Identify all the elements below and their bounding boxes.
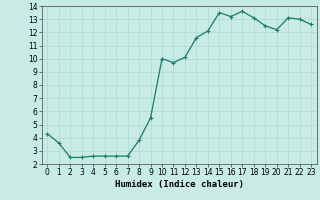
- X-axis label: Humidex (Indice chaleur): Humidex (Indice chaleur): [115, 180, 244, 189]
